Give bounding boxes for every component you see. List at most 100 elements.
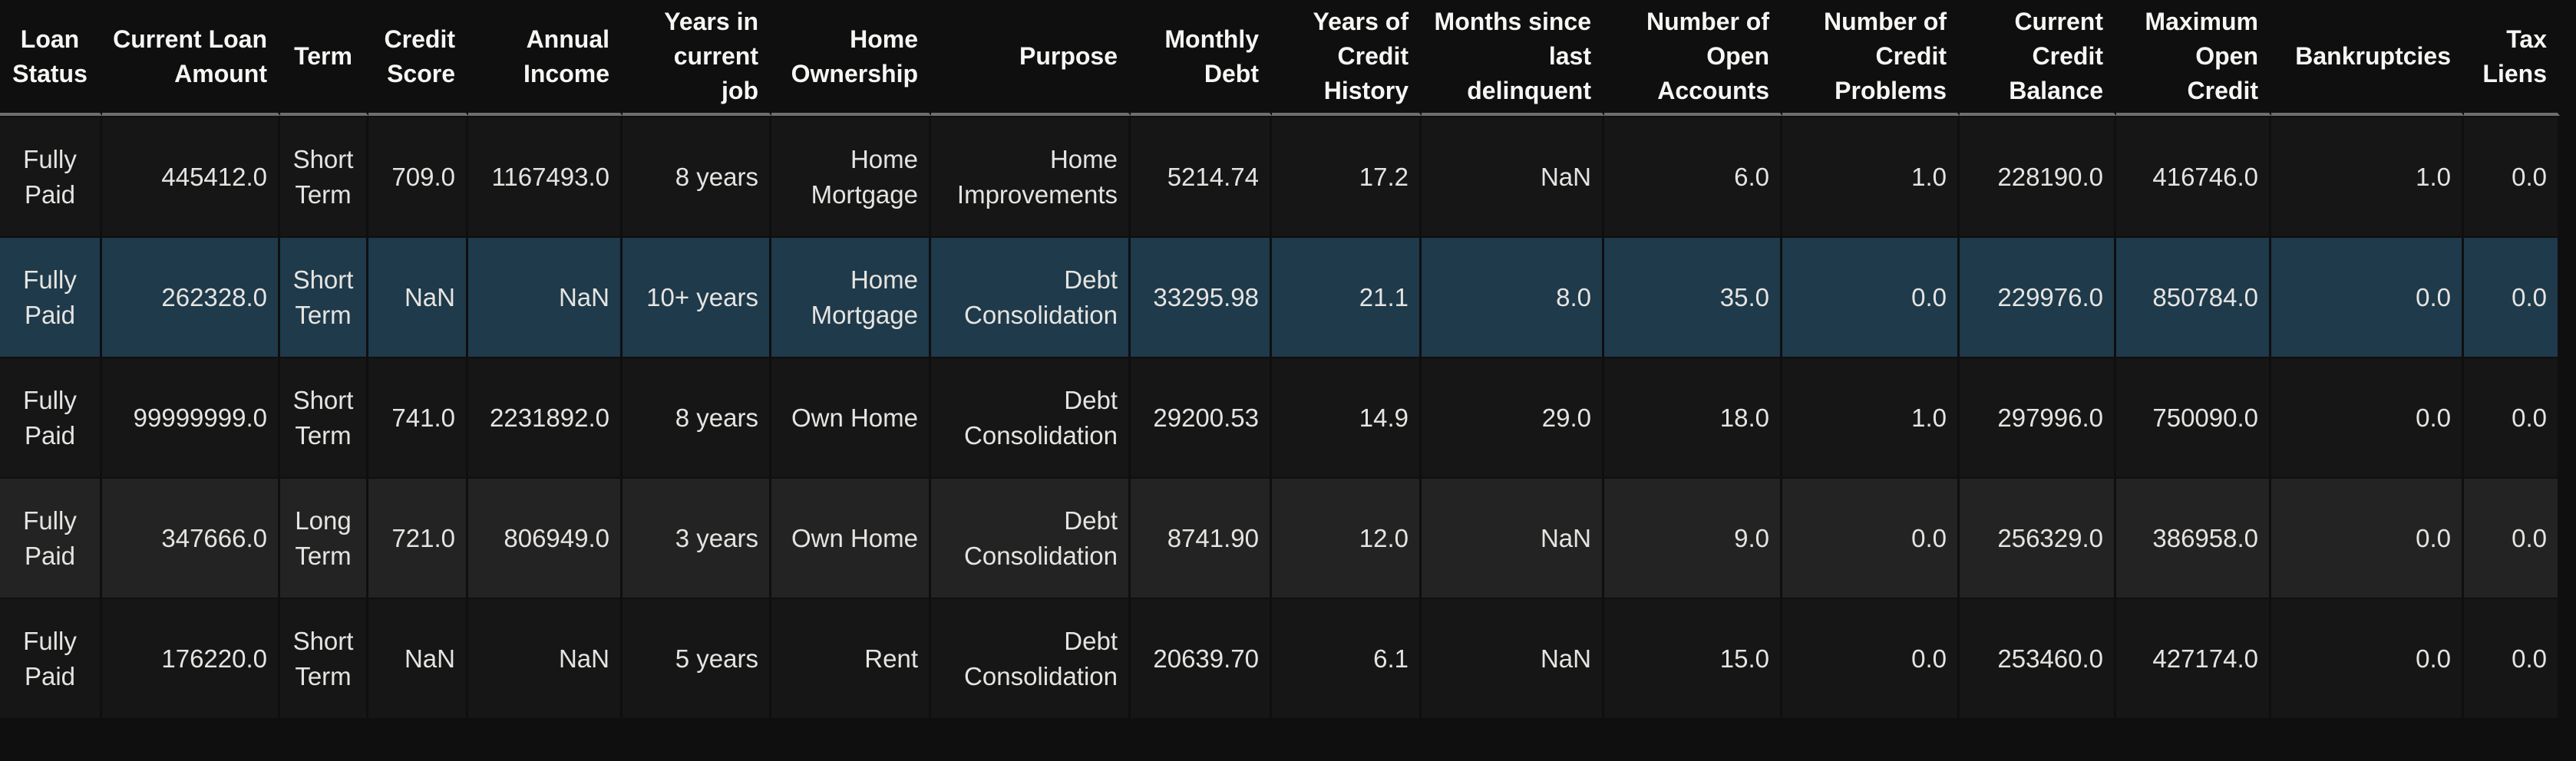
cell[interactable]: 2231892.0 [468, 357, 623, 477]
col-header-years-in-current-job[interactable]: Years in current job [623, 0, 771, 116]
table-row[interactable]: Fully Paid 445412.0 Short Term 709.0 116… [0, 116, 2560, 236]
cell[interactable]: Debt Consolidation [931, 236, 1131, 357]
cell[interactable]: 741.0 [368, 357, 468, 477]
cell[interactable]: Short Term [280, 116, 368, 236]
cell[interactable]: 0.0 [1782, 477, 1960, 598]
cell[interactable]: Short Term [280, 357, 368, 477]
cell[interactable]: 427174.0 [2116, 598, 2271, 718]
cell[interactable]: Home Improvements [931, 116, 1131, 236]
cell[interactable]: 9.0 [1604, 477, 1782, 598]
cell[interactable]: 35.0 [1604, 236, 1782, 357]
cell[interactable]: 8 years [623, 357, 771, 477]
cell[interactable]: 262328.0 [102, 236, 280, 357]
cell[interactable]: 0.0 [1782, 236, 1960, 357]
col-header-months-since-last-delinquent[interactable]: Months since last delinquent [1422, 0, 1604, 116]
cell[interactable]: 445412.0 [102, 116, 280, 236]
col-header-number-of-open-accounts[interactable]: Number of Open Accounts [1604, 0, 1782, 116]
cell[interactable]: 29200.53 [1131, 357, 1272, 477]
col-header-current-loan-amount[interactable]: Current Loan Amount [102, 0, 280, 116]
cell[interactable]: 0.0 [2271, 477, 2464, 598]
cell[interactable]: NaN [368, 598, 468, 718]
cell[interactable]: Short Term [280, 236, 368, 357]
cell[interactable]: 386958.0 [2116, 477, 2271, 598]
cell[interactable]: Short Term [280, 598, 368, 718]
cell[interactable]: 99999999.0 [102, 357, 280, 477]
cell[interactable]: Fully Paid [0, 357, 102, 477]
col-header-annual-income[interactable]: Annual Income [468, 0, 623, 116]
cell[interactable]: Fully Paid [0, 236, 102, 357]
cell[interactable]: 8.0 [1422, 236, 1604, 357]
cell[interactable]: 5214.74 [1131, 116, 1272, 236]
cell[interactable]: 721.0 [368, 477, 468, 598]
cell[interactable]: 14.9 [1272, 357, 1422, 477]
cell[interactable]: 347666.0 [102, 477, 280, 598]
cell[interactable]: 17.2 [1272, 116, 1422, 236]
table-row-selected[interactable]: Fully Paid 262328.0 Short Term NaN NaN 1… [0, 236, 2560, 357]
cell[interactable]: 8 years [623, 116, 771, 236]
cell[interactable]: Debt Consolidation [931, 357, 1131, 477]
cell[interactable]: Debt Consolidation [931, 477, 1131, 598]
cell[interactable]: 0.0 [2464, 598, 2560, 718]
col-header-credit-score[interactable]: Credit Score [368, 0, 468, 116]
cell[interactable]: 1.0 [1782, 116, 1960, 236]
cell[interactable]: NaN [368, 236, 468, 357]
cell[interactable]: 297996.0 [1960, 357, 2116, 477]
cell[interactable]: 0.0 [2464, 236, 2560, 357]
cell[interactable]: 5 years [623, 598, 771, 718]
col-header-loan-status[interactable]: Loan Status [0, 0, 102, 116]
cell[interactable]: NaN [468, 598, 623, 718]
cell[interactable]: 229976.0 [1960, 236, 2116, 357]
cell[interactable]: 0.0 [1782, 598, 1960, 718]
cell[interactable]: Home Mortgage [771, 236, 931, 357]
cell[interactable]: Own Home [771, 357, 931, 477]
cell[interactable]: 806949.0 [468, 477, 623, 598]
cell[interactable]: 0.0 [2271, 236, 2464, 357]
cell[interactable]: 29.0 [1422, 357, 1604, 477]
col-header-bankruptcies[interactable]: Bankruptcies [2271, 0, 2464, 116]
cell[interactable]: Home Mortgage [771, 116, 931, 236]
cell[interactable]: Fully Paid [0, 116, 102, 236]
cell[interactable]: 21.1 [1272, 236, 1422, 357]
col-header-monthly-debt[interactable]: Monthly Debt [1131, 0, 1272, 116]
cell[interactable]: 1167493.0 [468, 116, 623, 236]
cell[interactable]: NaN [1422, 598, 1604, 718]
cell[interactable]: 8741.90 [1131, 477, 1272, 598]
cell[interactable]: Debt Consolidation [931, 598, 1131, 718]
cell[interactable]: 33295.98 [1131, 236, 1272, 357]
cell[interactable]: NaN [1422, 116, 1604, 236]
cell[interactable]: 3 years [623, 477, 771, 598]
cell[interactable]: 12.0 [1272, 477, 1422, 598]
cell[interactable]: 18.0 [1604, 357, 1782, 477]
cell[interactable]: 253460.0 [1960, 598, 2116, 718]
cell[interactable]: 20639.70 [1131, 598, 1272, 718]
cell[interactable]: 750090.0 [2116, 357, 2271, 477]
cell[interactable]: 0.0 [2271, 598, 2464, 718]
cell[interactable]: 850784.0 [2116, 236, 2271, 357]
cell[interactable]: 6.0 [1604, 116, 1782, 236]
cell[interactable]: 256329.0 [1960, 477, 2116, 598]
cell[interactable]: 416746.0 [2116, 116, 2271, 236]
col-header-purpose[interactable]: Purpose [931, 0, 1131, 116]
cell[interactable]: 0.0 [2271, 357, 2464, 477]
col-header-home-ownership[interactable]: Home Ownership [771, 0, 931, 116]
cell[interactable]: Long Term [280, 477, 368, 598]
cell[interactable]: 0.0 [2464, 116, 2560, 236]
cell[interactable]: Fully Paid [0, 477, 102, 598]
cell[interactable]: NaN [1422, 477, 1604, 598]
cell[interactable]: Rent [771, 598, 931, 718]
cell[interactable]: NaN [468, 236, 623, 357]
cell[interactable]: 228190.0 [1960, 116, 2116, 236]
col-header-tax-liens[interactable]: Tax Liens [2464, 0, 2560, 116]
col-header-maximum-open-credit[interactable]: Maximum Open Credit [2116, 0, 2271, 116]
cell[interactable]: 176220.0 [102, 598, 280, 718]
cell[interactable]: 15.0 [1604, 598, 1782, 718]
table-row[interactable]: Fully Paid 347666.0 Long Term 721.0 8069… [0, 477, 2560, 598]
cell[interactable]: 709.0 [368, 116, 468, 236]
cell[interactable]: 1.0 [2271, 116, 2464, 236]
table-row[interactable]: Fully Paid 99999999.0 Short Term 741.0 2… [0, 357, 2560, 477]
cell[interactable]: 6.1 [1272, 598, 1422, 718]
col-header-years-of-credit-history[interactable]: Years of Credit History [1272, 0, 1422, 116]
cell[interactable]: Fully Paid [0, 598, 102, 718]
col-header-number-of-credit-problems[interactable]: Number of Credit Problems [1782, 0, 1960, 116]
cell[interactable]: 0.0 [2464, 477, 2560, 598]
